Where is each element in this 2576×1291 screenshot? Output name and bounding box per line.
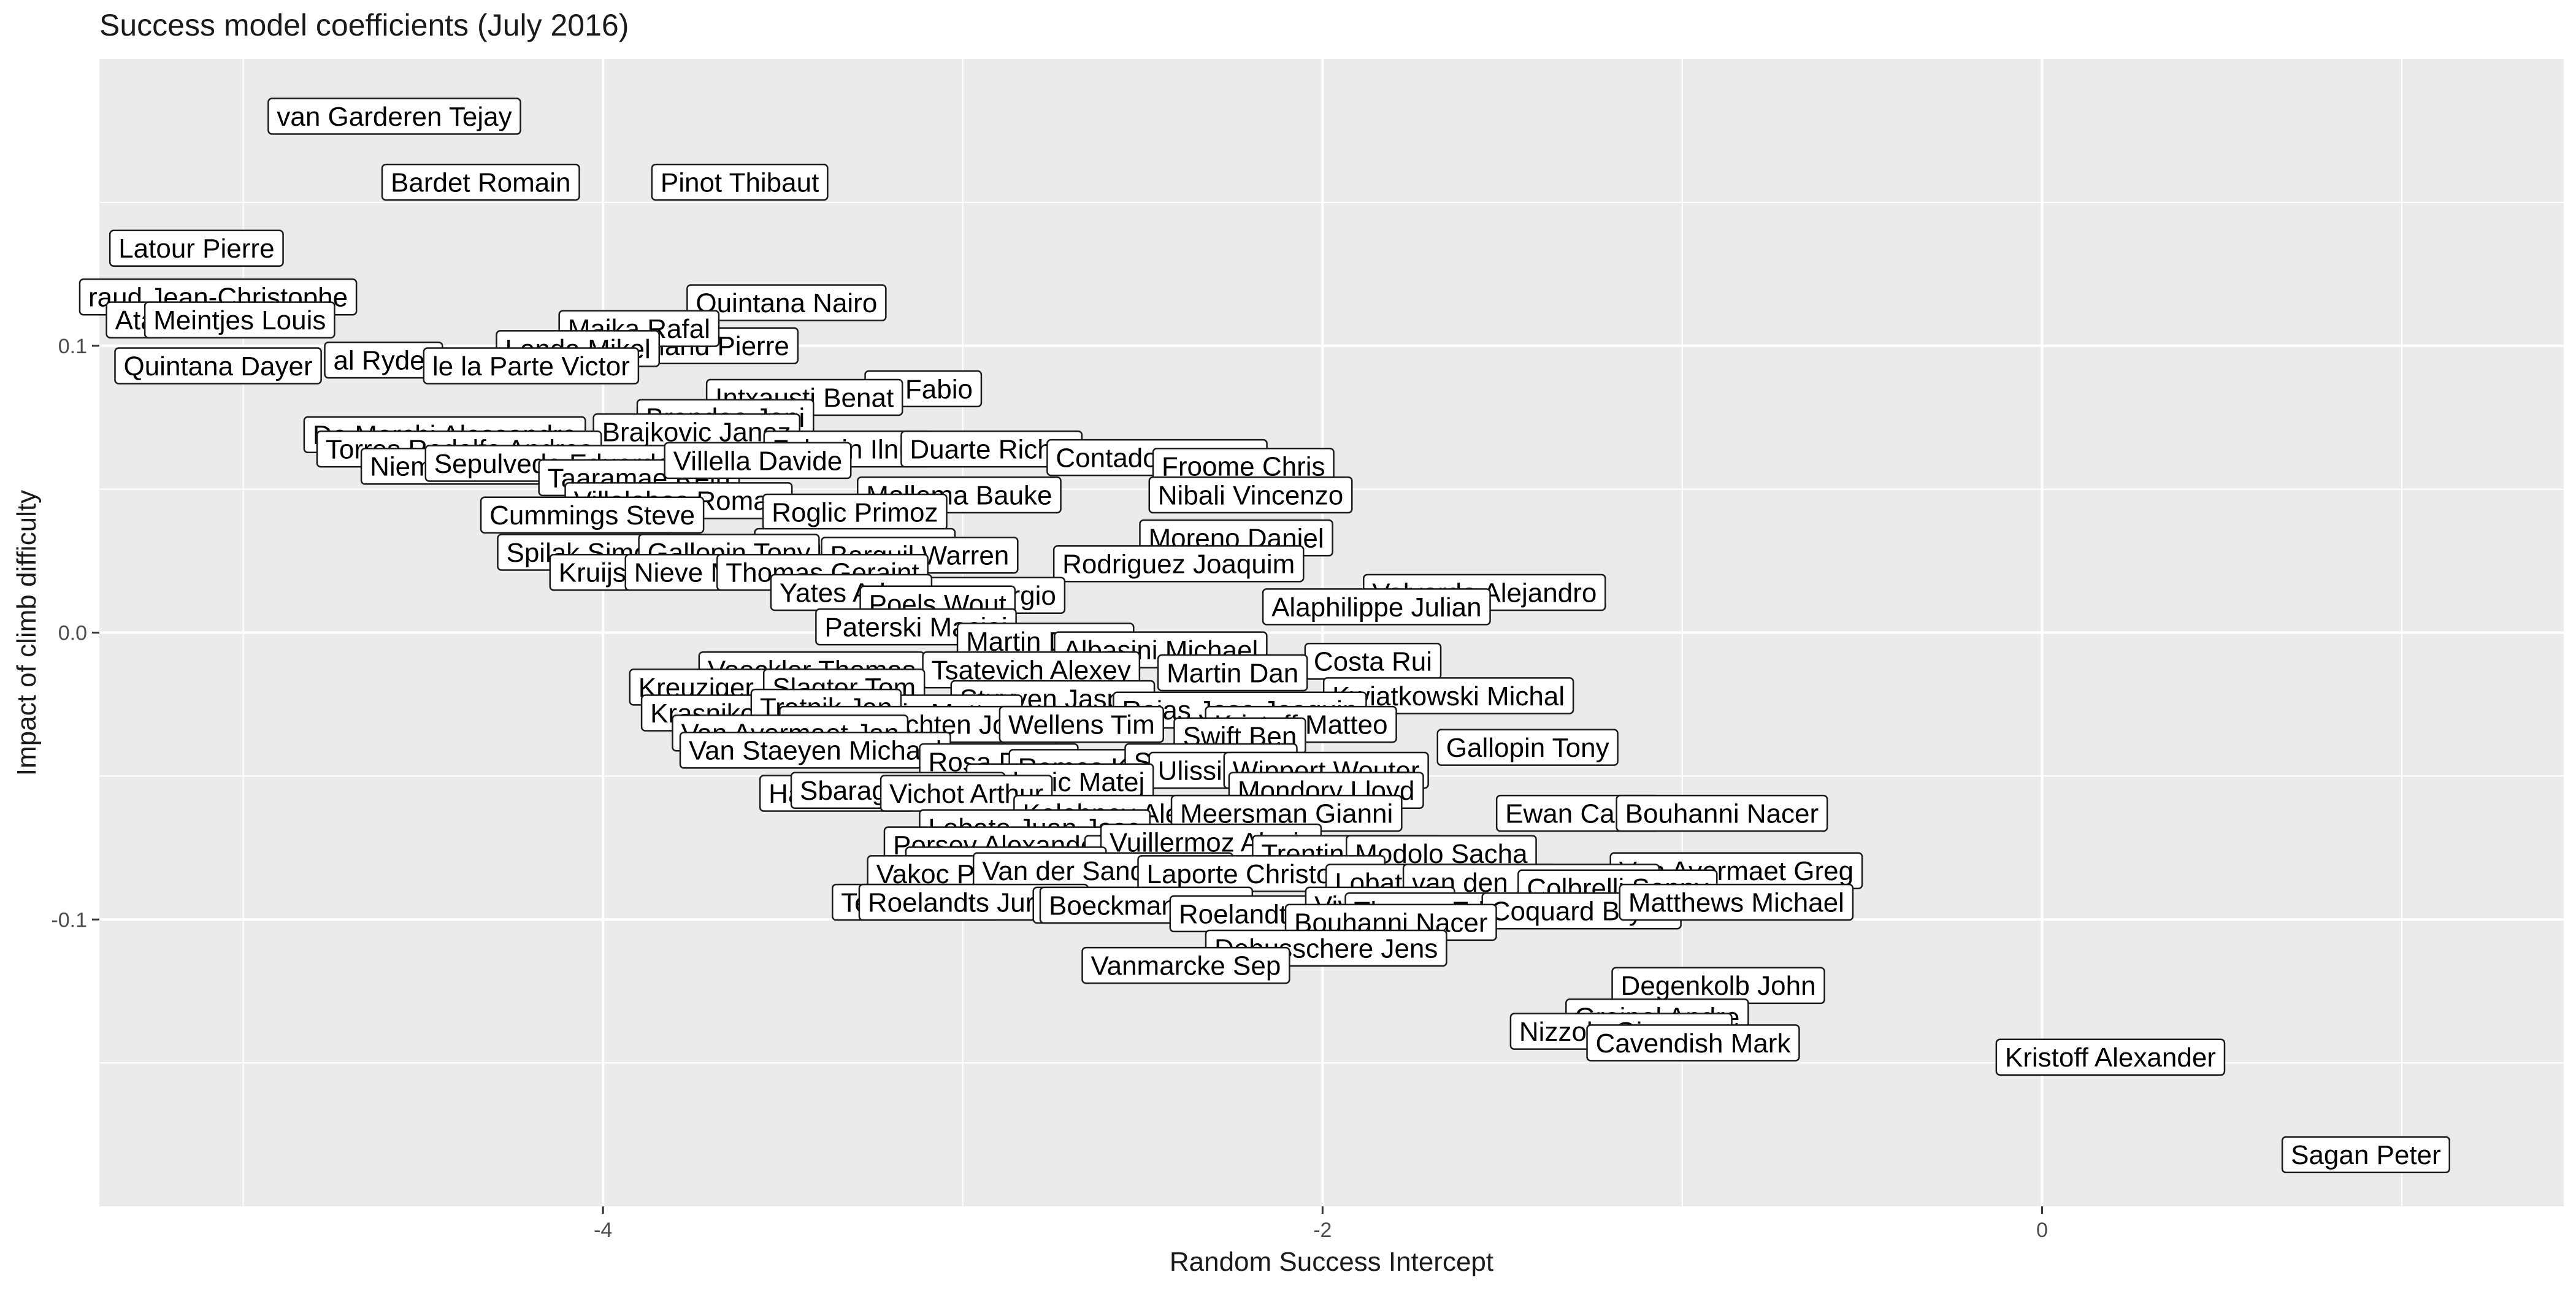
- x-tick-label: -4: [594, 1219, 612, 1242]
- point-label-box: [1052, 545, 1305, 583]
- point-label-text: Alaphilippe Julian: [1271, 592, 1481, 623]
- point-label: Vanmarcke Sep: [1081, 946, 1290, 984]
- chart-title: Success model coefficients (July 2016): [99, 8, 629, 42]
- point-label: Cavendish Mark: [1586, 1024, 1800, 1062]
- point-label-text: le la Parte Victor: [432, 351, 630, 381]
- point-label-text: Cavendish Mark: [1596, 1029, 1792, 1059]
- point-label: Roglic Primoz: [762, 493, 948, 531]
- x-axis-title: Random Success Intercept: [1170, 1247, 1493, 1277]
- point-label-box: [1262, 588, 1491, 626]
- point-label: Matthews Michael: [1619, 883, 1854, 921]
- point-labels: van Garderen Tejay Bardet Romain Pinot Thi…: [79, 98, 2450, 1174]
- point-label: Martin Dan: [1157, 654, 1308, 692]
- y-tick-label: -0.1: [51, 908, 87, 932]
- point-label-text: Quintana Nairo: [696, 288, 877, 318]
- point-label: Villella Davide: [664, 442, 852, 480]
- point-label: Meintjes Louis: [144, 301, 335, 339]
- point-label: Bardet Romain: [381, 163, 580, 201]
- point-label: Spilak Simon: [497, 534, 673, 571]
- point-label-text: Wellens Tim: [1008, 710, 1155, 740]
- point-label: al Ryder: [324, 341, 443, 379]
- point-label-text: Quintana Dayer: [123, 351, 312, 381]
- y-tick-label: 0.0: [58, 622, 87, 645]
- point-label: Van Staeyen Michael: [679, 732, 951, 769]
- point-label-box: [114, 347, 322, 385]
- point-label-text: van Garderen Tejay: [277, 102, 512, 132]
- point-label-text: Bardet Romain: [391, 168, 570, 198]
- point-label-box: [651, 163, 829, 201]
- point-label: Latour Pierre: [109, 229, 284, 267]
- point-label-text: Roglic Primoz: [772, 497, 938, 527]
- point-label-text: Pinot Thibaut: [661, 168, 819, 198]
- point-label-text: Vanmarcke Sep: [1091, 951, 1281, 981]
- point-label-text: Bouhanni Nacer: [1625, 799, 1819, 829]
- point-label: Costa Rui: [1304, 643, 1442, 680]
- x-tick-label: 0: [2036, 1219, 2048, 1242]
- point-label: Kwiatkowski Michal: [1322, 677, 1574, 714]
- point-label: Cummings Steve: [480, 496, 705, 534]
- point-label: Gallopin Tony: [1436, 729, 1619, 766]
- point-label-box: [144, 301, 335, 339]
- point-label: van Garderen Tejay: [267, 98, 521, 135]
- y-tick-label: 0.1: [58, 335, 87, 358]
- point-label-box: [267, 98, 521, 135]
- point-label-box: [1995, 1038, 2226, 1076]
- point-label-text: Latour Pierre: [118, 234, 274, 264]
- point-label-text: Martin Dan: [1167, 658, 1298, 688]
- point-label: Rodriguez Joaquim: [1052, 545, 1305, 583]
- point-label: Quintana Dayer: [114, 347, 322, 385]
- x-axis: -4 -2 0: [594, 1206, 2048, 1242]
- point-label: Nibali Vincenzo: [1148, 476, 1353, 514]
- point-label-text: Cummings Steve: [489, 500, 695, 531]
- point-label: Kristoff Alexander: [1995, 1038, 2226, 1076]
- point-label-box: [423, 347, 640, 385]
- point-label: Degenkolb John: [1611, 967, 1825, 1005]
- point-label-box: [686, 284, 887, 321]
- point-label-box: [1616, 794, 1828, 832]
- point-label-text: Villella Davide: [673, 446, 843, 476]
- point-label: Pinot Thibaut: [651, 163, 829, 201]
- y-axis-title: Impact of climb difficulty: [12, 490, 42, 776]
- point-label-box: [109, 229, 284, 267]
- point-label-box: [2281, 1136, 2450, 1174]
- point-label-box: [381, 163, 580, 201]
- point-label-text: Rodriguez Joaquim: [1062, 550, 1295, 580]
- point-label-box: [999, 705, 1164, 743]
- point-label-box: [1619, 883, 1854, 921]
- point-label-box: [1148, 476, 1353, 514]
- point-label: Bouhanni Nacer: [1616, 794, 1828, 832]
- point-label: Quintana Nairo: [686, 284, 887, 321]
- point-label-text: Van Staeyen Michael: [689, 736, 942, 766]
- point-label-text: Gallopin Tony: [1446, 733, 1609, 763]
- point-label-box: [1157, 654, 1308, 692]
- point-label: Alaphilippe Julian: [1262, 588, 1491, 626]
- point-label-text: Nibali Vincenzo: [1158, 480, 1343, 510]
- point-label-text: Degenkolb John: [1621, 971, 1816, 1001]
- point-label-box: [480, 496, 705, 534]
- point-label-text: al Ryder: [333, 346, 434, 376]
- point-label-text: Matthews Michael: [1628, 888, 1844, 918]
- y-axis: 0.1 0.0 -0.1: [51, 335, 99, 932]
- point-label-text: Duarte Richie: [910, 435, 1073, 465]
- point-label: Wellens Tim: [999, 705, 1164, 743]
- point-label: Sagan Peter: [2281, 1136, 2450, 1174]
- point-label-box: [1436, 729, 1619, 766]
- point-label: le la Parte Victor: [423, 347, 640, 385]
- point-label-text: Kristoff Alexander: [2005, 1043, 2216, 1073]
- point-label-box: [664, 442, 852, 480]
- x-tick-label: -2: [1313, 1219, 1332, 1242]
- point-label-text: Costa Rui: [1314, 647, 1432, 677]
- point-label-box: [1586, 1024, 1800, 1062]
- point-label-text: Meintjes Louis: [153, 305, 326, 335]
- point-label-box: [1081, 946, 1290, 984]
- point-label-text: Sagan Peter: [2291, 1140, 2441, 1170]
